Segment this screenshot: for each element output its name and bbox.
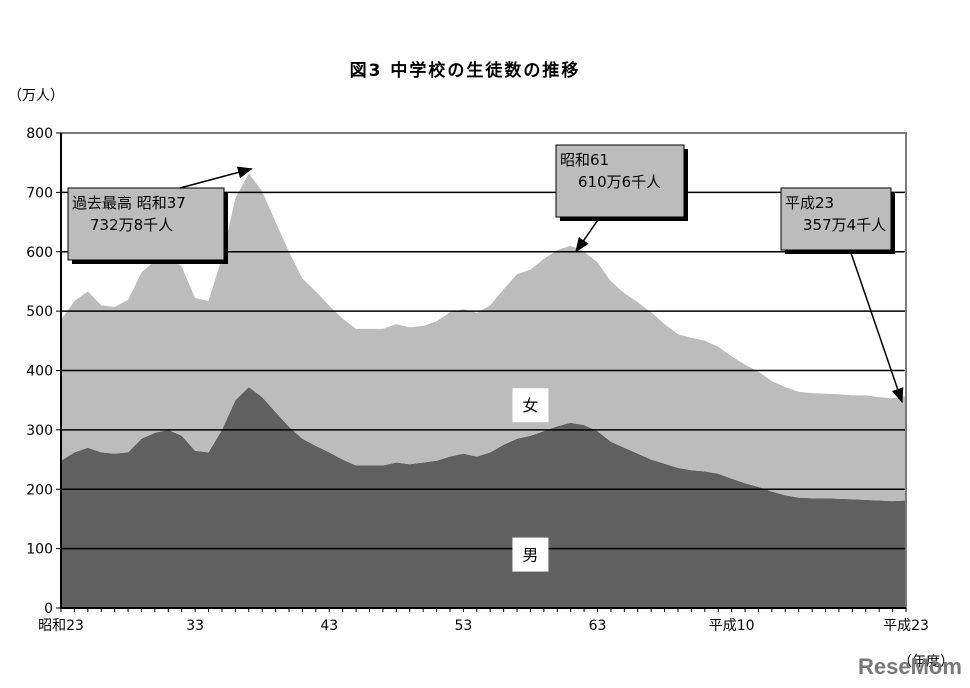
y-tick-label: 800 (26, 126, 53, 142)
x-tick-label: 53 (454, 618, 472, 634)
watermark: ReseMom (858, 654, 962, 679)
callout-arrow (179, 166, 253, 189)
callout-text: 昭和61 (560, 151, 609, 169)
series-label-female: 女 (522, 396, 538, 415)
x-tick-label: 昭和23 (38, 618, 84, 634)
callout-arrow (849, 249, 904, 404)
callout-text: 357万4千人 (803, 216, 886, 234)
area-series-2 (61, 173, 906, 502)
y-tick-label: 600 (26, 245, 53, 261)
area-series-1 (61, 387, 906, 608)
y-tick-label: 700 (26, 185, 53, 201)
x-tick-label: 43 (320, 618, 338, 634)
chart-title: 図3 中学校の生徒数の推移 (350, 60, 581, 81)
series-label-male-box (512, 537, 549, 572)
x-tick-label: 平成23 (883, 618, 929, 634)
callout-text: 732万8千人 (90, 216, 173, 234)
callout-text: 過去最高 昭和37 (72, 194, 186, 212)
callout-text: 610万6千人 (578, 173, 661, 191)
series-label-male: 男 (522, 546, 538, 565)
series-label-female-box (512, 388, 549, 423)
callout-box (67, 187, 225, 261)
callout-arrow (575, 216, 601, 253)
x-tick-label: 63 (589, 618, 607, 634)
y-tick-label: 0 (44, 601, 53, 617)
callout-box (555, 144, 685, 218)
callout-text: 平成23 (785, 194, 834, 212)
y-tick-label: 400 (26, 364, 53, 380)
x-tick-label: 33 (186, 618, 204, 634)
y-tick-label: 300 (26, 423, 53, 439)
x-axis-label: （年度） (898, 654, 954, 670)
x-tick-label: 平成10 (709, 618, 755, 634)
y-axis-label: （万人） (8, 88, 64, 104)
callout-box (780, 187, 892, 251)
y-tick-label: 200 (26, 482, 53, 498)
y-tick-label: 100 (26, 542, 53, 558)
y-tick-label: 500 (26, 304, 53, 320)
